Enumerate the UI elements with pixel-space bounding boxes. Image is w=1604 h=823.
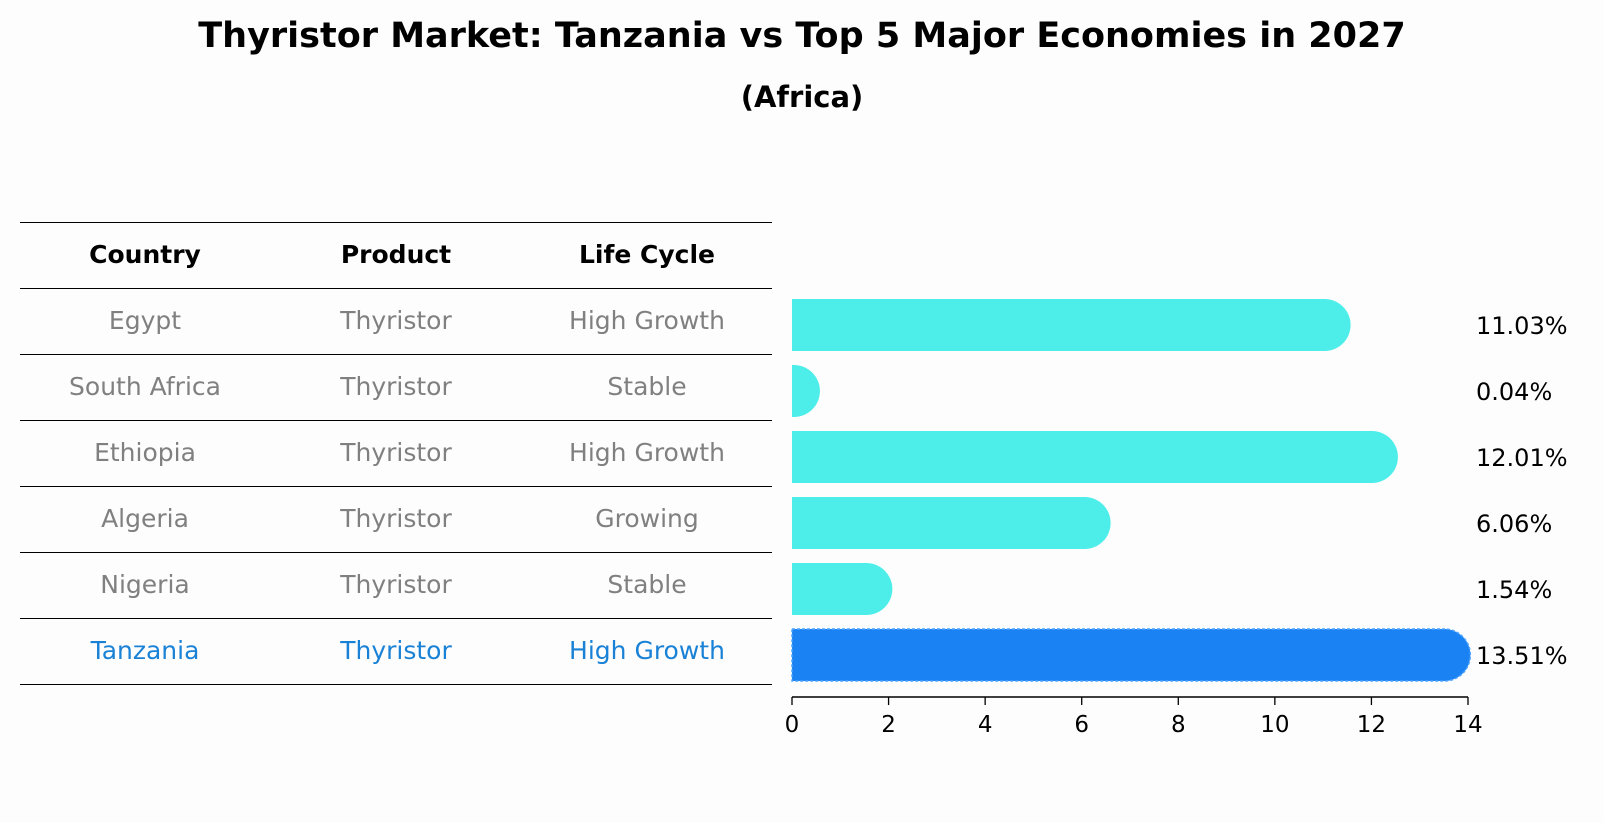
x-tick-label: 10	[1260, 712, 1289, 738]
bar-egypt	[792, 299, 1351, 351]
value-label: 12.01%	[1476, 444, 1568, 472]
bar-algeria	[792, 497, 1111, 549]
country-cell: Nigeria	[100, 570, 190, 599]
product-cell: Thyristor	[340, 636, 452, 665]
product-cell: Thyristor	[340, 306, 452, 335]
table-row: Nigeria Thyristor Stable	[20, 552, 772, 618]
life-cycle-cell: Stable	[607, 372, 687, 401]
product-cell: Thyristor	[340, 504, 452, 533]
product-cell: Thyristor	[340, 438, 452, 467]
country-cell: Ethiopia	[94, 438, 196, 467]
x-tick-label: 2	[881, 712, 896, 738]
bar-south-africa	[792, 365, 820, 417]
value-label: 1.54%	[1476, 576, 1552, 604]
country-cell: Tanzania	[90, 636, 200, 665]
country-cell: South Africa	[69, 372, 221, 401]
bar-ethiopia	[792, 431, 1398, 483]
life-cycle-cell: Growing	[595, 504, 699, 533]
life-cycle-cell: High Growth	[569, 636, 725, 665]
life-cycle-cell: High Growth	[569, 438, 725, 467]
value-label: 11.03%	[1476, 312, 1568, 340]
life-cycle-cell: High Growth	[569, 306, 725, 335]
country-cell: Algeria	[101, 504, 189, 533]
product-cell: Thyristor	[340, 372, 452, 401]
life-cycle-cell: Stable	[607, 570, 687, 599]
x-tick-label: 0	[785, 712, 800, 738]
table-header-row: Country Product Life Cycle	[20, 222, 772, 288]
table-row-highlight: Tanzania Thyristor High Growth	[20, 618, 772, 685]
header-product: Product	[340, 240, 452, 269]
x-tick-label: 8	[1171, 712, 1186, 738]
table-row: Egypt Thyristor High Growth	[20, 288, 772, 354]
data-table: Country Product Life Cycle Egypt Thyrist…	[20, 222, 772, 685]
table-row: South Africa Thyristor Stable	[20, 354, 772, 420]
bar-nigeria	[792, 563, 893, 615]
x-tick-label: 12	[1357, 712, 1386, 738]
value-label: 13.51%	[1476, 642, 1568, 670]
table-row: Algeria Thyristor Growing	[20, 486, 772, 552]
product-cell: Thyristor	[340, 570, 452, 599]
x-tick-label: 14	[1453, 712, 1482, 738]
country-cell: Egypt	[108, 306, 182, 335]
chart-title: Thyristor Market: Tanzania vs Top 5 Majo…	[198, 16, 1406, 56]
bar-tanzania	[791, 628, 1472, 682]
x-tick-label: 6	[1074, 712, 1089, 738]
chart-subtitle: (Africa)	[740, 80, 864, 114]
value-label: 6.06%	[1476, 510, 1552, 538]
table-row: Ethiopia Thyristor High Growth	[20, 420, 772, 486]
header-country: Country	[89, 240, 201, 269]
x-tick-label: 4	[978, 712, 993, 738]
header-life-cycle: Life Cycle	[578, 240, 716, 269]
value-label: 0.04%	[1476, 378, 1552, 406]
